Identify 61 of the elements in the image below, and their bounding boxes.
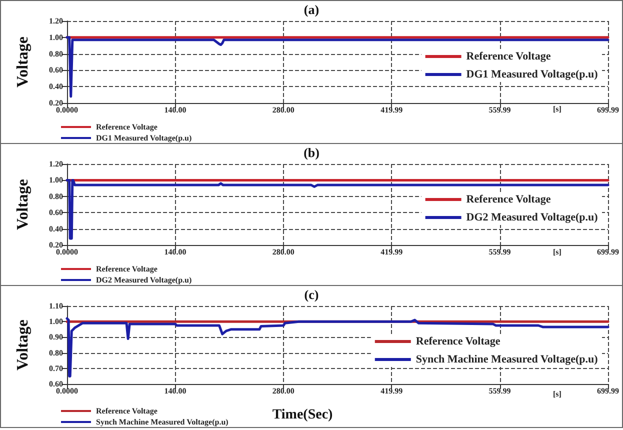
y-tick-label: 0.40	[49, 224, 63, 234]
y-tick-label: 1.00	[49, 32, 63, 42]
legend-label: DG2 Measured Voltage(p.u)	[466, 212, 598, 224]
y-tick-label: 1.20	[49, 16, 63, 26]
x-tick-label: 559.99	[488, 386, 511, 396]
x-tick-label: 140.00	[164, 386, 186, 396]
x-tick-label: 140.00	[164, 106, 186, 114]
x-tick-label: 0.0000	[56, 106, 78, 114]
y-tick-label: 0.20	[49, 98, 63, 108]
x-tick-label: 699.99	[597, 106, 619, 114]
legend-label: Synch Machine Measured Voltage(p.u)	[416, 354, 598, 366]
chart-title: (c)	[304, 287, 319, 302]
legend-label: DG1 Measured Voltage(p.u)	[466, 68, 598, 80]
y-tick-label: 0.90	[49, 332, 63, 342]
y-tick-label: 1.00	[49, 317, 63, 326]
y-tick-label: 1.00	[49, 176, 63, 185]
x-tick-label: 699.99	[597, 386, 619, 396]
legend-label: Reference Voltage	[466, 194, 551, 206]
x-tick-label: 0.0000	[56, 248, 78, 256]
text: [s]	[553, 104, 562, 114]
x-tick-label: 0.0000	[56, 386, 78, 396]
x-tick-label: 280.00	[272, 106, 294, 114]
x-tick-label: 699.99	[597, 248, 619, 256]
y-axis-title: Voltage	[14, 179, 32, 230]
text: [s]	[553, 390, 562, 398]
y-tick-label: 0.20	[49, 240, 63, 250]
line-series	[66, 36, 610, 98]
y-tick-label: 0.70	[49, 364, 63, 373]
y-tick-label: 0.60	[49, 380, 63, 388]
legend-label: Reference Voltage	[466, 50, 551, 62]
text: [s]	[553, 248, 562, 256]
line-series	[66, 317, 610, 378]
y-tick-label: 0.60	[49, 66, 63, 75]
text: Reference Voltage	[96, 122, 158, 132]
x-tick-label: 280.00	[272, 386, 294, 396]
y-tick-label: 0.40	[49, 82, 63, 92]
x-tick-label: 559.99	[488, 248, 511, 256]
text: Reference Voltage	[96, 264, 158, 274]
y-tick-label: 1.10	[49, 302, 63, 310]
x-tick-label: 280.00	[272, 248, 294, 256]
line-series	[66, 178, 610, 240]
y-tick-label: 1.20	[49, 160, 63, 168]
x-tick-label: 419.99	[380, 248, 403, 256]
y-tick-label: 0.80	[49, 49, 63, 58]
x-tick-label: 419.99	[380, 386, 403, 396]
chart-title: (b)	[304, 145, 320, 160]
x-axis-title: Time(Sec)	[272, 408, 334, 422]
legend-label: Reference Voltage	[416, 336, 500, 348]
y-tick-label: 0.60	[49, 208, 63, 218]
x-tick-label: 140.00	[164, 248, 186, 256]
x-tick-label: 419.99	[380, 106, 403, 114]
text: DG1 Measured Voltage(p.u)	[96, 134, 192, 142]
chart-title: (a)	[304, 2, 320, 17]
x-tick-label: 559.99	[488, 106, 511, 114]
y-axis-title: Voltage	[14, 36, 32, 88]
y-axis-title: Voltage	[14, 320, 32, 370]
text: DG2 Measured Voltage(p.u)	[96, 276, 192, 284]
y-tick-label: 0.80	[49, 192, 63, 201]
text: Reference Voltage	[96, 406, 158, 416]
y-tick-label: 0.80	[49, 348, 63, 358]
text: Synch Machine Measured Voltage(p.u)	[96, 418, 228, 426]
